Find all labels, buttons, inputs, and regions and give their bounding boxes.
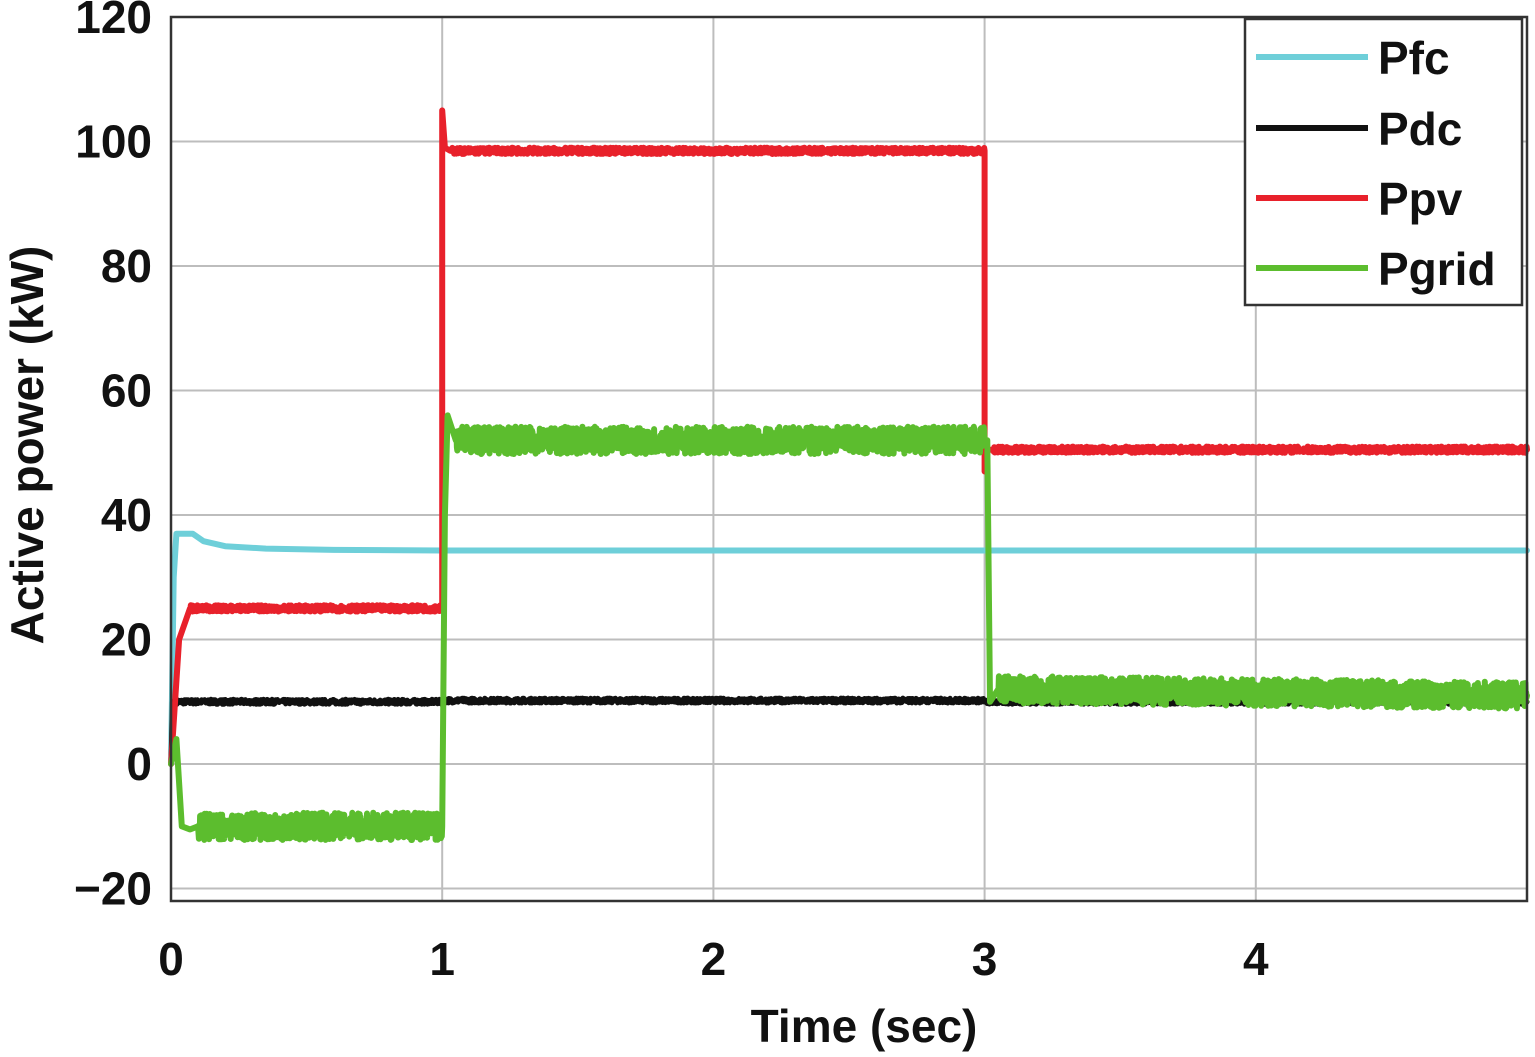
x-tick-label: 3 bbox=[972, 933, 998, 985]
y-tick-label: 60 bbox=[101, 365, 152, 417]
y-tick-label: 120 bbox=[75, 0, 152, 43]
y-tick-label: −20 bbox=[74, 863, 152, 915]
y-tick-label: 40 bbox=[101, 489, 152, 541]
x-tick-label: 0 bbox=[158, 933, 184, 985]
y-tick-label: 80 bbox=[101, 240, 152, 292]
legend-label-ppv: Ppv bbox=[1378, 173, 1463, 225]
legend-label-pdc: Pdc bbox=[1378, 103, 1462, 155]
series-line-pgrid bbox=[168, 412, 1530, 843]
y-tick-label: 0 bbox=[126, 738, 152, 790]
x-axis-label: Time (sec) bbox=[751, 1000, 978, 1052]
y-tick-label: 20 bbox=[101, 614, 152, 666]
x-tick-label: 2 bbox=[701, 933, 727, 985]
y-axis-label: Active power (kW) bbox=[1, 246, 53, 645]
series-line-pfc bbox=[168, 530, 1530, 767]
series-lines bbox=[168, 107, 1530, 843]
x-tick-label: 1 bbox=[429, 933, 455, 985]
legend-label-pgrid: Pgrid bbox=[1378, 243, 1496, 295]
series-line-ppv bbox=[168, 107, 1530, 767]
legend-box bbox=[1243, 17, 1524, 307]
y-tick-label: 100 bbox=[75, 116, 152, 168]
legend: Pfc Pdc Ppv Pgrid bbox=[1243, 17, 1524, 307]
x-tick-label: 4 bbox=[1243, 933, 1269, 985]
plot-frame bbox=[169, 15, 1529, 903]
legend-label-pfc: Pfc bbox=[1378, 32, 1450, 84]
